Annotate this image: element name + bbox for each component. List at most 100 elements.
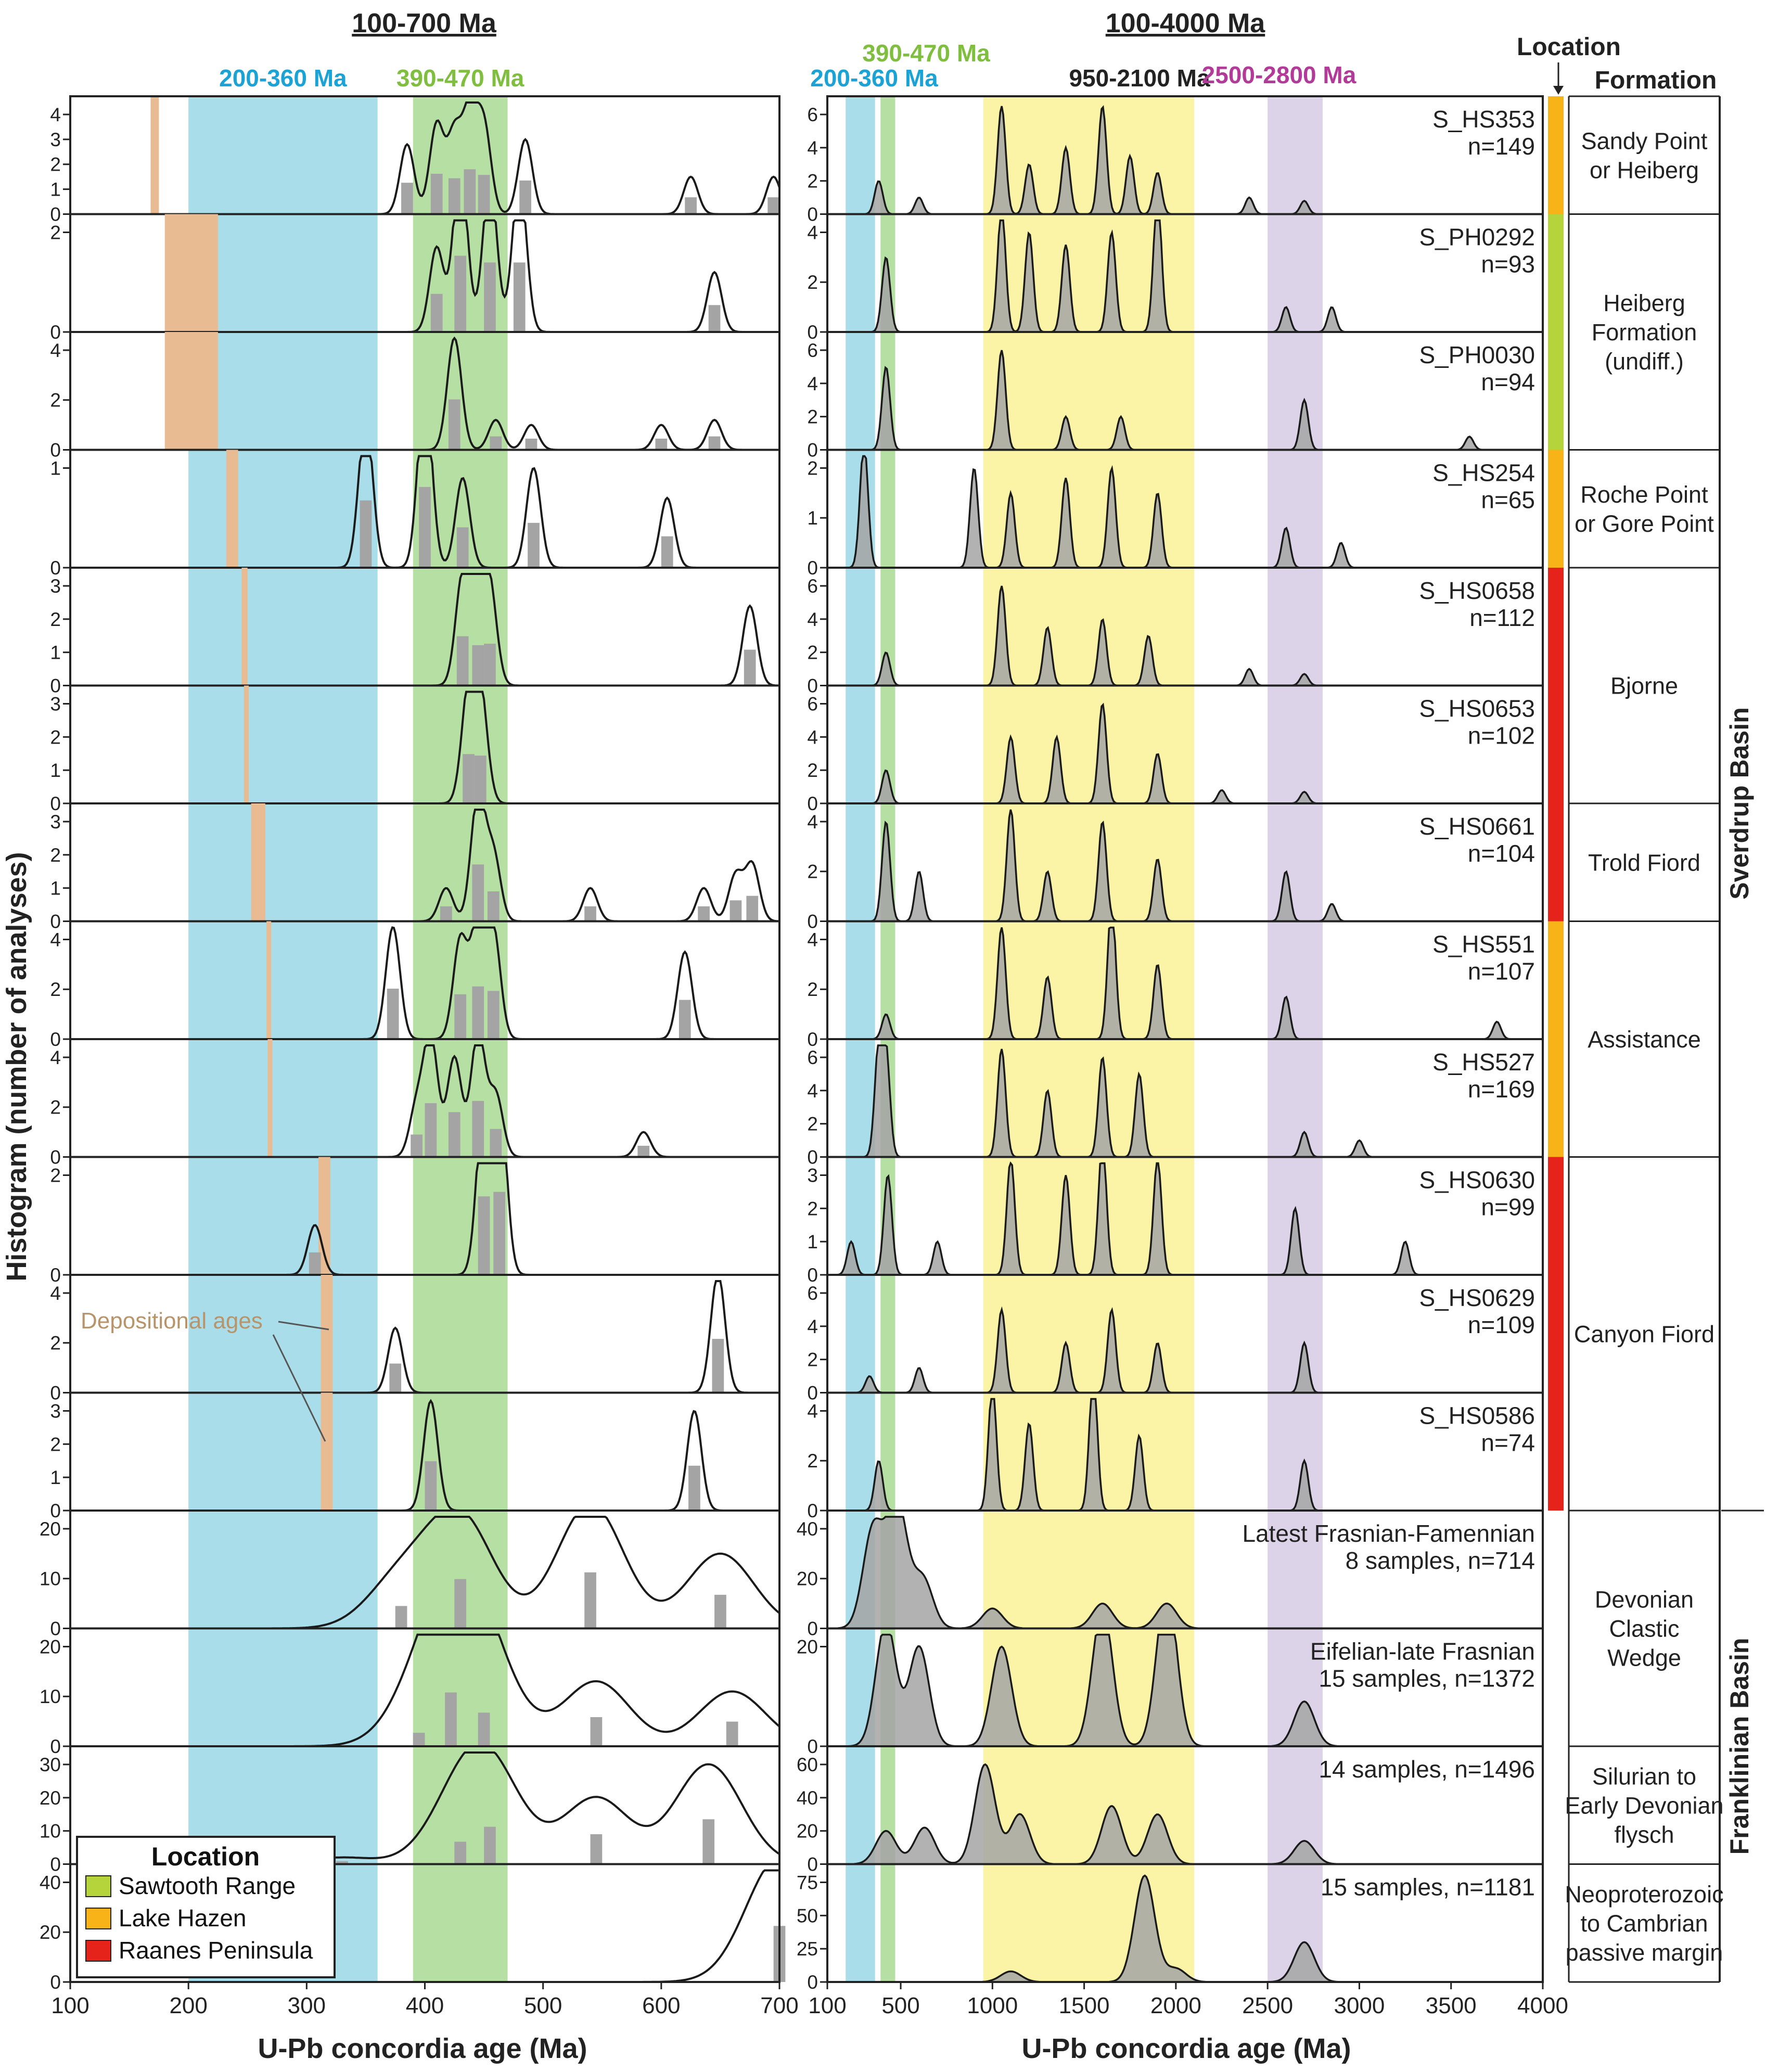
depositional-age-bar-S_PH0030: [164, 332, 218, 450]
right-band-label-3: 2500-2800 Ma: [1202, 61, 1357, 88]
legend-swatch-0: [85, 1875, 111, 1897]
formation-label-line: Clastic: [1609, 1616, 1679, 1642]
legend-label-1: Lake Hazen: [119, 1904, 247, 1932]
left-ytick-label-1-0: 0: [50, 322, 61, 343]
right-ytick-label-14-2: 40: [797, 1787, 818, 1809]
left-hist-bar-0-7: [767, 197, 779, 214]
left-hist-bar-7-3: [487, 991, 500, 1039]
left-ytick-label-7-1: 2: [50, 979, 61, 1000]
left-ytick-label-1-1: 2: [50, 222, 61, 243]
legend-title: Location: [151, 1842, 260, 1871]
left-hist-bar-8-3: [472, 1101, 484, 1157]
left-hist-bar-12-2: [584, 1572, 596, 1629]
x-axis-label-right: U-Pb concordia age (Ma): [1021, 2033, 1351, 2064]
left-band-label-1: 390-470 Ma: [396, 65, 524, 92]
right-ytick-label-12-1: 20: [797, 1568, 818, 1590]
right-xtick-label-3: 1500: [1059, 1993, 1110, 2018]
right-ytick-label-9-1: 1: [807, 1231, 818, 1252]
right-ytick-label-10-2: 4: [807, 1316, 818, 1337]
right-hist-fill-Latest Frasnian-Famennian: [827, 1517, 1543, 1629]
left-ytick-label-2-1: 2: [50, 390, 61, 411]
left-ytick-label-10-2: 4: [50, 1283, 61, 1304]
right-ytick-label-14-3: 60: [797, 1754, 818, 1775]
right-ytick-label-13-0: 0: [807, 1736, 818, 1757]
left-ytick-label-15-0: 0: [50, 1972, 61, 1993]
right-band-label-2: 950-2100 Ma: [1069, 65, 1210, 92]
legend-swatch-2: [85, 1940, 111, 1962]
right-hist-fill-S_HS0630: [827, 1163, 1543, 1275]
formation-label-8: Silurian to Early Devonian flysch: [1565, 1763, 1723, 1848]
right-hist-fill-S_HS0629: [827, 1310, 1543, 1393]
left-panel: 0123402024010123012301230240240202401230…: [40, 95, 799, 2018]
left-ytick-label-3-0: 0: [50, 557, 61, 579]
depositional-ages-pointer-1: [278, 1321, 329, 1331]
sample-n-15: 15 samples, n=1181: [1321, 1874, 1535, 1901]
left-hist-bar-4-3: [744, 649, 756, 686]
sample-id-2: S_PH0030: [1419, 341, 1535, 368]
left-ytick-label-14-0: 0: [50, 1854, 61, 1875]
right-hist-fill-S_HS0661: [827, 810, 1543, 922]
right-ytick-label-2-3: 6: [807, 340, 818, 361]
depositional-age-bar-S_HS254: [226, 450, 238, 568]
formation-label-line: Neoproterozoic: [1565, 1881, 1723, 1908]
depositional-ages-pointer-2: [272, 1334, 326, 1442]
formation-label-line: flysch: [1614, 1821, 1674, 1848]
right-ytick-label-5-2: 4: [807, 726, 818, 748]
formation-column-title: Formation: [1595, 67, 1717, 94]
left-hist-bar-6-4: [698, 906, 710, 922]
right-ytick-label-15-1: 25: [797, 1938, 818, 1960]
right-ytick-label-4-3: 6: [807, 575, 818, 597]
left-hist-bar-0-6: [685, 197, 697, 214]
left-ytick-label-6-3: 3: [50, 811, 61, 833]
left-hist-bar-3-3: [528, 522, 540, 568]
right-ytick-label-14-1: 20: [797, 1821, 818, 1842]
left-hist-bar-4-0: [456, 636, 469, 686]
right-panel-frame: [826, 95, 1544, 1983]
sample-id-12: Latest Frasnian-Famennian: [1242, 1520, 1535, 1547]
sample-id-13: Eifelian-late Frasnian: [1310, 1638, 1535, 1665]
depositional-age-bar-S_HS0629: [321, 1275, 333, 1393]
left-hist-bar-14-3: [590, 1834, 603, 1864]
formation-label-line: Heiberg: [1603, 290, 1685, 316]
left-ytick-label-6-0: 0: [50, 911, 61, 932]
sample-n-12: 8 samples, n=714: [1346, 1547, 1535, 1574]
left-ytick-label-4-0: 0: [50, 675, 61, 697]
left-hist-bar-14-4: [702, 1819, 715, 1864]
left-panel-title: 100-700 Ma: [352, 8, 497, 39]
location-strip-S_HS0658: [1548, 568, 1564, 686]
location-strip-S_HS254: [1548, 450, 1564, 568]
left-hist-bar-8-5: [637, 1145, 650, 1157]
left-hist-bar-2-2: [525, 438, 538, 450]
right-ytick-label-0-1: 2: [807, 171, 818, 192]
left-ytick-label-7-2: 4: [50, 929, 61, 950]
location-strip-S_HS0653: [1548, 685, 1564, 803]
left-hist-bar-6-3: [584, 906, 596, 922]
left-ytick-label-5-0: 0: [50, 793, 61, 814]
left-hist-bar-14-0: [336, 1861, 348, 1864]
sample-id-8: S_HS527: [1432, 1048, 1535, 1076]
right-hist-fill-S_HS254: [827, 456, 1543, 568]
left-hist-bar-5-0: [463, 754, 475, 803]
right-ytick-label-8-0: 0: [807, 1147, 818, 1168]
left-ytick-label-6-2: 2: [50, 845, 61, 866]
right-band-label-1: 390-470 Ma: [862, 40, 990, 67]
left-hist-bar-6-2: [487, 891, 500, 922]
formation-label-line: Sandy Point: [1581, 127, 1708, 154]
depositional-age-bar-S_HS353: [150, 96, 159, 214]
sverdrup-basin-label: Sverdrup Basin: [1725, 707, 1754, 900]
right-ytick-label-10-0: 0: [807, 1383, 818, 1404]
location-strip-S_HS0630: [1548, 1157, 1564, 1275]
left-hist-bar-12-1: [454, 1579, 467, 1629]
formation-label-3: Bjorne: [1610, 673, 1678, 699]
right-xtick-label-7: 3500: [1426, 1993, 1477, 2018]
right-ytick-label-13-1: 20: [797, 1636, 818, 1657]
right-ytick-label-10-3: 6: [807, 1283, 818, 1304]
left-hist-bar-1-0: [430, 293, 443, 332]
sample-n-10: n=109: [1468, 1311, 1535, 1338]
right-ytick-label-4-2: 4: [807, 609, 818, 630]
right-hist-fill-S_PH0292: [827, 220, 1543, 332]
sample-id-10: S_HS0629: [1419, 1284, 1535, 1311]
left-hist-bar-1-3: [513, 262, 526, 332]
left-ytick-label-8-2: 4: [50, 1047, 61, 1068]
